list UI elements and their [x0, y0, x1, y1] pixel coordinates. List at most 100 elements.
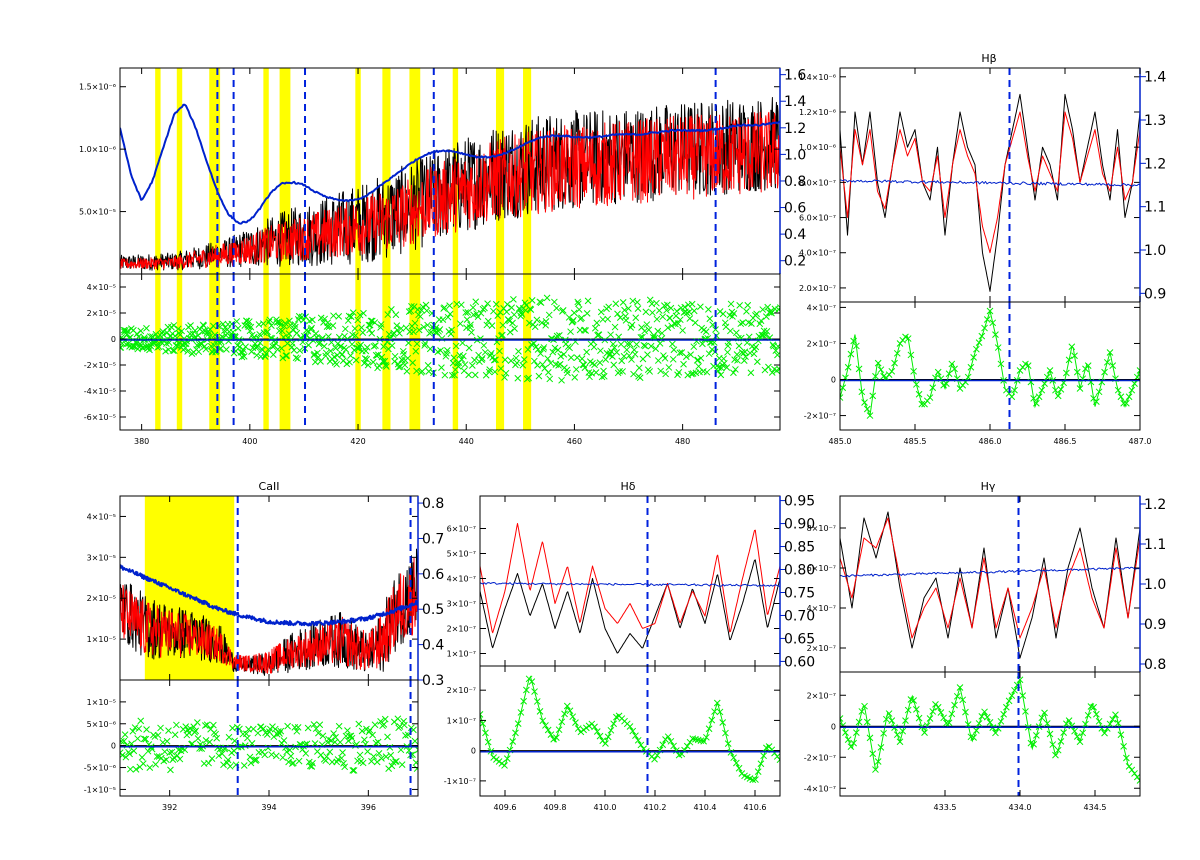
x-tick-label: 486.5 [1054, 437, 1077, 446]
residual-point [637, 741, 645, 749]
residual-point [737, 320, 745, 328]
residual-point [253, 351, 261, 359]
residual-point [132, 766, 140, 773]
residual-point [515, 348, 522, 355]
residual-point [193, 341, 201, 349]
residual-point [502, 369, 510, 377]
x-tick-label: 409.8 [544, 803, 567, 812]
residual-point [523, 686, 530, 694]
residual-point [314, 353, 322, 361]
x-tick-label: 485.5 [904, 437, 927, 446]
residual-point [396, 363, 404, 371]
hdelta-panel: Hδ 1×10⁻⁷ 2×10⁻⁷ 3×10⁻⁷ 4×10⁻⁷ 5×10⁻⁷ 6×10⁻⁷ 0… [447, 480, 816, 670]
residual-point [907, 351, 915, 359]
x-tick-label: 410.2 [644, 803, 667, 812]
residual-point [465, 371, 473, 379]
residual-point [471, 371, 479, 379]
residual-point [753, 358, 761, 366]
residual-point [146, 346, 153, 354]
residual-point [411, 319, 419, 327]
residual-point [361, 736, 368, 744]
y-tick-label: 4×10⁻⁷ [807, 604, 836, 613]
residual-point [170, 754, 178, 761]
residual-point [334, 340, 342, 347]
residual-point [951, 701, 958, 709]
residual-point [690, 343, 698, 351]
residual-point [374, 738, 382, 746]
residual-point [643, 321, 651, 328]
residual-point [926, 394, 934, 401]
residual-point [531, 357, 538, 365]
residual-point [619, 298, 627, 306]
residual-point [1095, 717, 1103, 725]
y-tick-label: 2×10⁻⁵ [87, 309, 116, 318]
residual-point [915, 390, 923, 398]
residual-point [234, 324, 242, 332]
residual-point [653, 299, 660, 307]
residual-point [616, 314, 624, 321]
residual-point [634, 736, 642, 744]
residual-point [929, 708, 937, 715]
masked-region-band [263, 68, 269, 274]
residual-point [424, 362, 432, 369]
residual-point [254, 729, 262, 737]
x-tick-label: 485.0 [829, 437, 852, 446]
residual-point [418, 306, 425, 314]
residual-point [369, 358, 377, 366]
residual-point [346, 358, 353, 366]
residual-point [281, 319, 289, 327]
residual-point [1038, 386, 1046, 394]
x-tick-label: 440 [459, 437, 474, 446]
residual-point [280, 737, 288, 744]
residual-point [512, 729, 519, 737]
residual-point [371, 319, 379, 326]
residual-point [567, 354, 575, 361]
residual-point [670, 742, 677, 750]
y-tick-label: 1.5×10⁻⁶ [79, 83, 116, 92]
residual-point [918, 400, 926, 408]
residual-point [140, 735, 148, 743]
residual-point [551, 298, 558, 306]
residual-point [443, 347, 451, 354]
residual-point [647, 342, 655, 350]
residual-point [215, 752, 223, 760]
x-tick-label: 409.6 [494, 803, 517, 812]
masked-region-band [279, 274, 291, 430]
residual-point [503, 308, 510, 316]
residual-point [730, 310, 738, 317]
residual-point [674, 320, 682, 327]
residual-point [1084, 711, 1092, 719]
residual-point [503, 755, 511, 762]
residual-point [983, 316, 991, 323]
residual-point [408, 302, 415, 310]
residual-point [192, 727, 200, 735]
residual-point [319, 732, 327, 740]
residual-point [127, 765, 134, 773]
residual-point [480, 342, 488, 349]
residual-point [289, 326, 297, 334]
y-tick-label: 0 [111, 742, 116, 751]
residual-point [279, 754, 287, 761]
residual-point [537, 350, 544, 357]
residual-point [1101, 729, 1108, 737]
residual-point [913, 381, 920, 388]
residual-point [863, 405, 871, 413]
residual-point [582, 327, 590, 334]
residual-point [325, 333, 332, 340]
residual-point [395, 363, 403, 371]
residual-point [874, 359, 882, 367]
residual-point [120, 737, 128, 745]
residual-point [531, 688, 538, 695]
residual-point [242, 730, 250, 738]
residual-point [1065, 717, 1073, 724]
y2-tick-label: 1.4 [1144, 70, 1166, 86]
residual-point [1057, 738, 1065, 745]
residual-point [309, 759, 316, 767]
residual-point [553, 332, 561, 340]
residual-point [282, 744, 289, 751]
residual-point [122, 340, 130, 348]
residual-point [201, 722, 209, 729]
line-markers [236, 496, 412, 680]
y2-tick-label: 0.80 [784, 563, 815, 579]
residual-point [682, 353, 690, 361]
